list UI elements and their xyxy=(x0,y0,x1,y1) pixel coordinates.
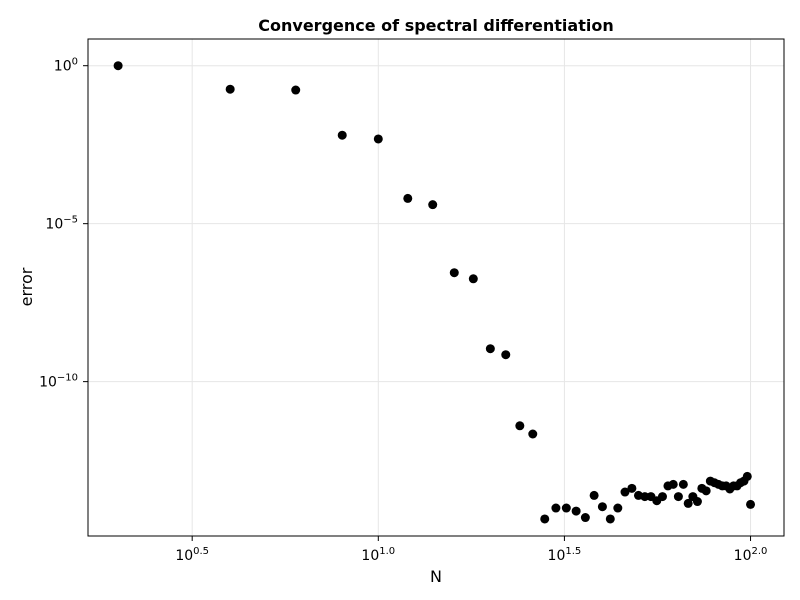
data-point xyxy=(373,134,383,144)
scatter-series xyxy=(113,61,756,524)
chart-title: Convergence of spectral differentiation xyxy=(258,16,613,35)
data-point xyxy=(589,490,599,500)
y-tick-label: 10−5 xyxy=(45,215,78,233)
data-point xyxy=(449,268,459,278)
data-point xyxy=(291,85,301,95)
data-point xyxy=(337,130,347,140)
plot-frame xyxy=(87,38,785,537)
data-point xyxy=(597,502,607,512)
data-point xyxy=(485,344,495,354)
data-point xyxy=(678,479,688,489)
data-point xyxy=(746,499,756,509)
data-point xyxy=(501,350,511,360)
data-point xyxy=(561,503,571,513)
data-point xyxy=(701,486,711,496)
x-tick-label: 101.0 xyxy=(361,546,395,564)
data-point xyxy=(683,498,693,508)
x-tick-label: 102.0 xyxy=(734,546,768,564)
data-point xyxy=(657,492,667,502)
y-tick-label: 100 xyxy=(54,57,78,75)
data-point xyxy=(580,513,590,523)
data-point xyxy=(620,487,630,497)
y-tick-label: 10−10 xyxy=(39,373,78,391)
x-axis-label: N xyxy=(430,567,442,586)
y-axis-label: error xyxy=(17,267,36,306)
data-point xyxy=(113,61,123,71)
data-point xyxy=(528,429,538,439)
data-point xyxy=(627,483,637,493)
data-point xyxy=(225,84,235,94)
axis-ticks: 100.5 101.0 101.5 102.0 100 10−5 10−10 xyxy=(39,57,767,564)
grid-lines xyxy=(88,39,784,536)
data-point xyxy=(613,503,623,513)
data-point xyxy=(605,514,615,524)
data-point xyxy=(428,200,438,210)
data-point xyxy=(468,274,478,284)
data-point xyxy=(551,503,561,513)
data-point xyxy=(571,506,581,516)
data-point xyxy=(540,514,550,524)
data-point xyxy=(668,479,678,489)
x-tick-label: 100.5 xyxy=(175,546,209,564)
data-point xyxy=(673,492,683,502)
data-point xyxy=(742,471,752,481)
data-point xyxy=(515,421,525,431)
data-point xyxy=(692,497,702,507)
data-point xyxy=(403,193,413,203)
x-tick-label: 101.5 xyxy=(548,546,582,564)
